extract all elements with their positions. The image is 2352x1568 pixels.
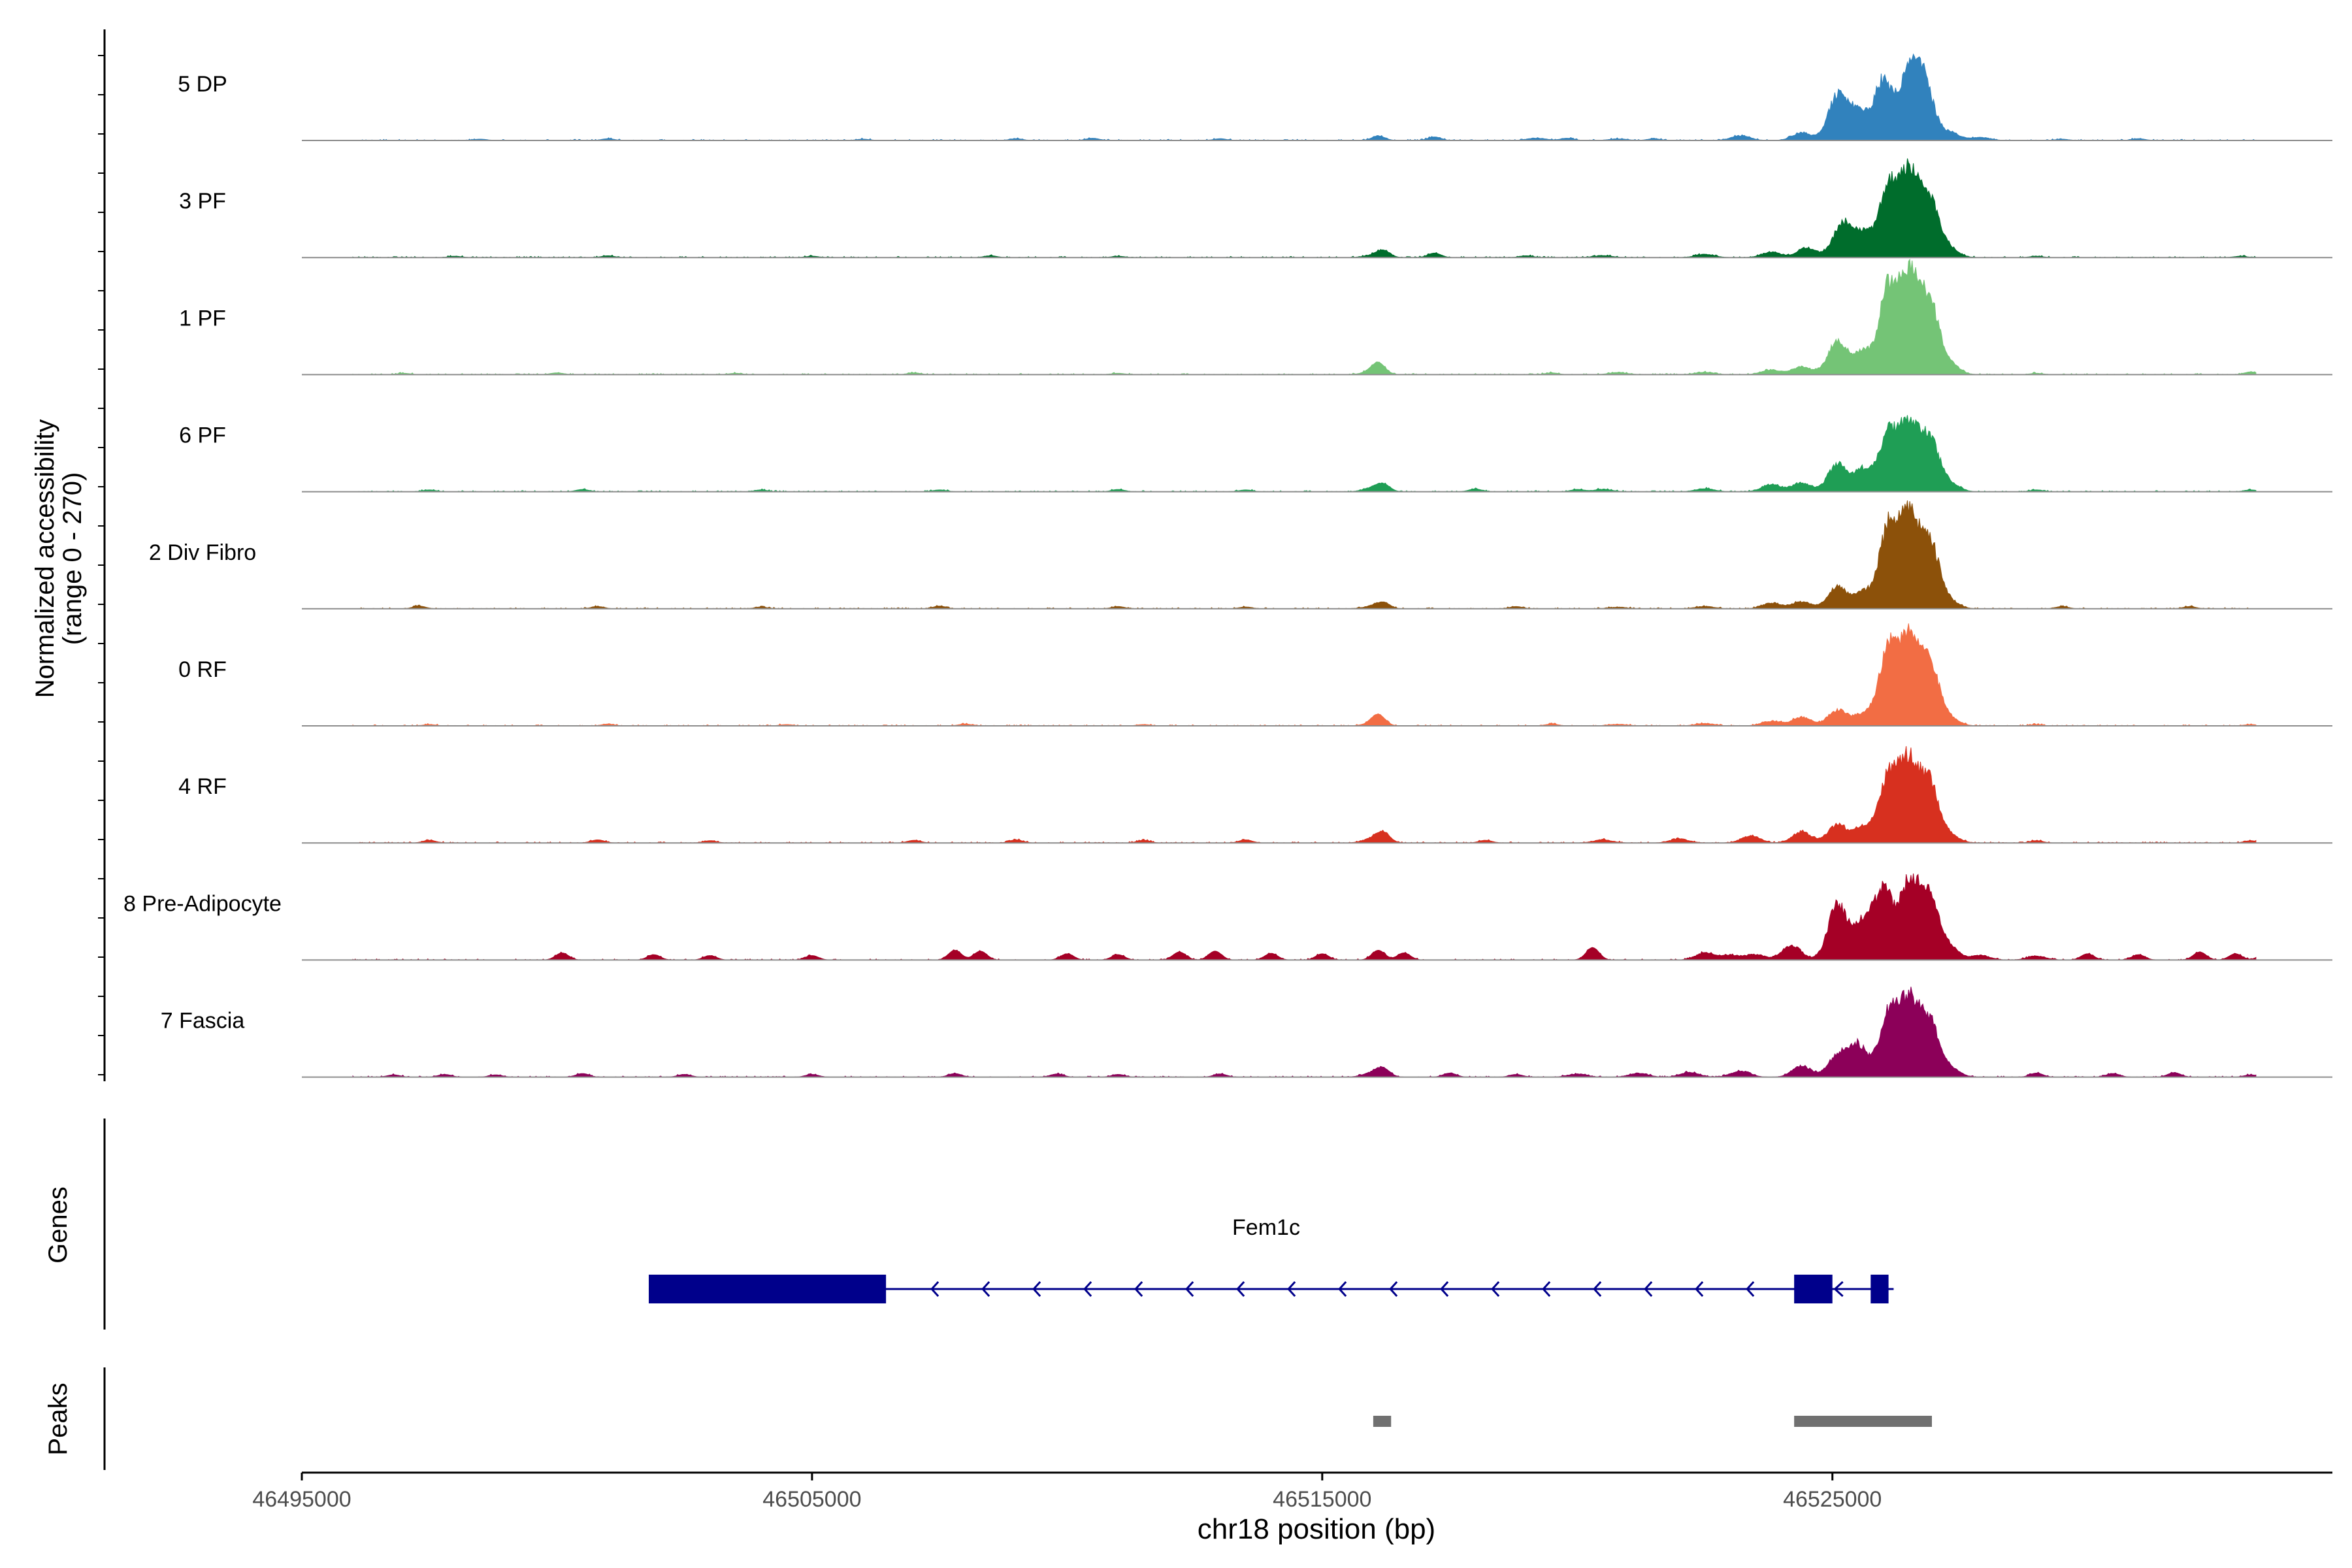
peaks-panel-label: Peaks <box>44 1382 73 1455</box>
peak-regions-track <box>1373 1416 1932 1427</box>
strand-arrow <box>1593 1281 1602 1298</box>
strand-arrow <box>1083 1281 1092 1298</box>
strand-arrow <box>1695 1281 1704 1298</box>
strand-arrow <box>1389 1281 1398 1298</box>
track-1-pf <box>302 258 2332 376</box>
y-axis-label-line1: Normalized accessibility <box>31 419 59 698</box>
strand-arrow <box>1287 1281 1296 1298</box>
peak-region <box>1794 1416 1932 1427</box>
y-axis-label-line2: (range 0 - 270) <box>58 472 87 645</box>
track-label: 2 Div Fibro <box>149 540 256 565</box>
strand-arrow <box>1542 1281 1551 1298</box>
track-8-pre-adipocyte <box>302 874 2332 961</box>
strand-arrow <box>1134 1281 1143 1298</box>
tracks-y-axis-ticks <box>98 55 105 1075</box>
track-label: 6 PF <box>179 423 226 448</box>
gene-exon <box>1794 1275 1833 1303</box>
track-label: 8 Pre-Adipocyte <box>123 891 282 916</box>
gene-exon <box>649 1275 887 1303</box>
x-axis-ticks: 46495000 46505000 46515000 46525000 <box>252 1473 1882 1512</box>
gene-track: Fem1c <box>649 1215 1894 1303</box>
track-6-pf <box>302 415 2332 493</box>
tracks-panel <box>302 53 2332 1078</box>
strand-arrow <box>1440 1281 1449 1298</box>
track-label: 7 Fascia <box>161 1009 245 1034</box>
strand-arrow <box>1338 1281 1347 1298</box>
x-tick-label: 46495000 <box>252 1487 351 1512</box>
track-5-dp <box>302 53 2332 141</box>
strand-arrow <box>1236 1281 1245 1298</box>
track-label: 3 PF <box>179 189 226 214</box>
x-tick-label: 46505000 <box>762 1487 861 1512</box>
strand-arrow <box>1644 1281 1653 1298</box>
strand-arrow <box>1185 1281 1194 1298</box>
x-axis-label: chr18 position (bp) <box>1198 1513 1435 1545</box>
track-label: 5 DP <box>178 72 227 97</box>
track-2-div-fibro <box>302 500 2332 610</box>
gene-exon <box>1870 1275 1889 1303</box>
track-label: 1 PF <box>179 306 226 331</box>
strand-arrow <box>1833 1281 1844 1298</box>
track-0-rf <box>302 623 2332 727</box>
track-4-rf <box>302 746 2332 844</box>
track-label: 0 RF <box>178 657 227 682</box>
peak-region <box>1373 1416 1392 1427</box>
x-tick-label: 46525000 <box>1783 1487 1882 1512</box>
gene-label: Fem1c <box>1232 1215 1300 1240</box>
strand-arrow <box>1032 1281 1041 1298</box>
track-label: 4 RF <box>178 774 227 799</box>
x-tick-label: 46515000 <box>1273 1487 1371 1512</box>
genes-panel-label: Genes <box>44 1186 73 1264</box>
strand-arrow <box>1746 1281 1755 1298</box>
track-labels: 5 DP 3 PF 1 PF 6 PF 2 Div Fibro 0 RF 4 RF 8 Pre… <box>123 72 282 1034</box>
track-3-pf <box>302 158 2332 259</box>
strand-arrow <box>930 1281 939 1298</box>
strand-arrow <box>981 1281 990 1298</box>
track-7-fascia <box>302 987 2332 1078</box>
strand-arrow <box>1491 1281 1500 1298</box>
